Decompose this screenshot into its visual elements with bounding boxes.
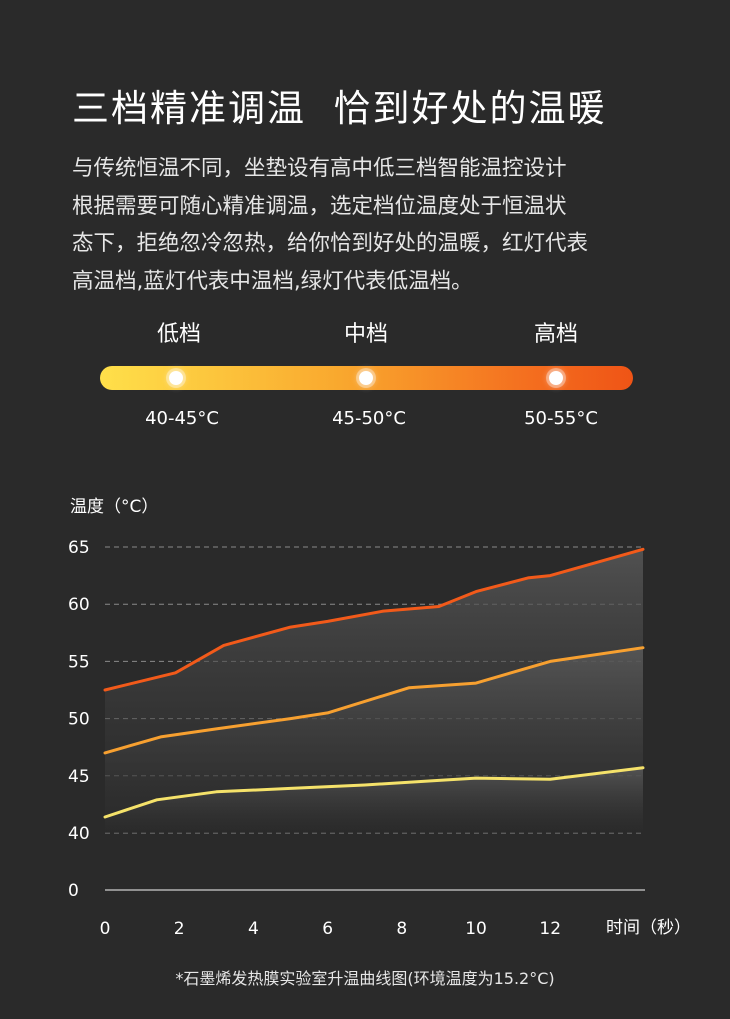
series-line-low [103, 766, 645, 819]
y-tick-label: 45 [68, 767, 90, 787]
description-line: 根据需要可随心精准调温，选定档位温度处于恒温状 [72, 193, 567, 219]
x-tick-label: 0 [100, 919, 111, 939]
area-fills [105, 549, 643, 833]
temperature-gradient-bar [100, 366, 633, 390]
x-tick-label: 2 [174, 919, 185, 939]
level-high-label: 高档 [533, 322, 579, 347]
series-line-mid [103, 646, 645, 755]
x-tick-label: 10 [465, 919, 487, 939]
x-tick-label: 12 [539, 919, 561, 939]
level-mid-label: 中档 [343, 322, 389, 347]
level-mid-range: 45-50°C [332, 408, 406, 429]
y-tick-label: 40 [68, 824, 90, 844]
tick-labels: 0 40 45 50 55 60 65 0 2 4 6 8 10 12 [68, 538, 561, 939]
level-mid-dot [359, 371, 373, 385]
level-low-dot [169, 371, 183, 385]
y-tick-label: 0 [68, 881, 79, 901]
x-tick-label: 4 [248, 919, 259, 939]
description-line: 与传统恒温不同，坐垫设有高中低三档智能温控设计 [72, 156, 567, 181]
y-tick-label: 65 [68, 538, 90, 558]
y-tick-label: 55 [68, 652, 90, 672]
description-line: 态下，拒绝忽冷忽热，给你恰到好处的温暖，红灯代表 [72, 231, 589, 256]
temperature-line-chart: 温度（°C） 时间（秒） 0 40 45 50 55 60 65 0 2 4 6 8 10 12 [68, 497, 691, 939]
description-line: 高温档,蓝灯代表中温档,绿灯代表低温档。 [72, 268, 473, 294]
series-lines [103, 547, 645, 819]
y-tick-label: 50 [68, 710, 90, 730]
level-low-range: 40-45°C [145, 408, 219, 429]
description: 与传统恒温不同，坐垫设有高中低三档智能温控设计 根据需要可随心精准调温，选定档位… [72, 150, 682, 300]
level-high-range: 50-55°C [524, 408, 598, 429]
x-axis-label: 时间（秒） [606, 918, 691, 938]
x-tick-label: 6 [322, 919, 333, 939]
page-title: 三档精准调温 恰到好处的温暖 [72, 87, 607, 130]
level-high-dot [549, 371, 563, 385]
series-line-high [103, 547, 645, 692]
footnote: *石墨烯发热膜实验室升温曲线图(环境温度为15.2°C) [175, 969, 555, 988]
x-tick-label: 8 [396, 919, 407, 939]
y-tick-label: 60 [68, 595, 90, 615]
y-axis-label: 温度（°C） [70, 497, 158, 517]
level-low-label: 低档 [156, 322, 202, 347]
series-area-low [105, 767, 643, 833]
